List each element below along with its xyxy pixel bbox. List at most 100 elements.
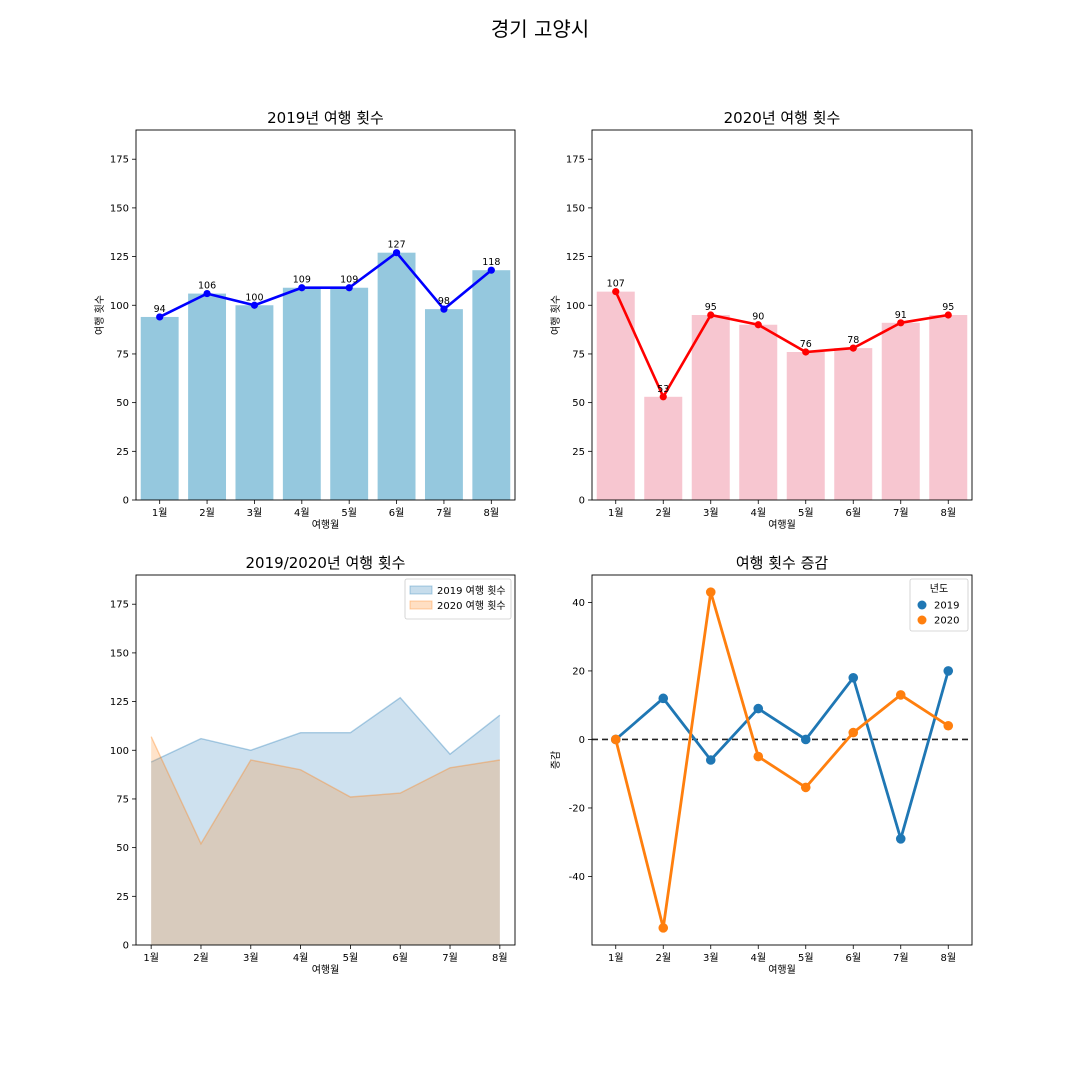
bar-7월 <box>424 309 463 500</box>
x-tick-label: 6월 <box>392 952 408 964</box>
x-axis-label: 여행월 <box>768 964 796 976</box>
x-tick-label: 6월 <box>389 507 405 519</box>
x-tick-label: 5월 <box>343 952 359 964</box>
panel-title-3: 2019/2020년 여행 횟수 <box>246 554 406 572</box>
bar-4월 <box>282 287 321 500</box>
series-point-2020-8월 <box>943 720 954 731</box>
x-tick-label: 3월 <box>703 507 719 519</box>
y-tick-label: 175 <box>110 155 129 166</box>
y-axis-label: 증감 <box>550 751 562 769</box>
series-point-2020-5월 <box>800 782 811 793</box>
legend-title: 년도 <box>930 583 948 595</box>
y-tick-label: 25 <box>116 892 129 903</box>
x-tick-label: 3월 <box>247 507 263 519</box>
y-tick-label: 175 <box>110 600 129 611</box>
x-axis-label: 여행월 <box>312 964 340 976</box>
y-tick-label: -40 <box>569 872 585 883</box>
x-axis-label: 여행월 <box>768 519 796 531</box>
x-tick-label: 7월 <box>436 507 452 519</box>
trend-point-3월 <box>250 301 259 309</box>
trend-point-7월 <box>440 305 448 313</box>
x-tick-label: 6월 <box>845 952 861 964</box>
trend-point-8월 <box>944 311 952 319</box>
trend-point-6월 <box>849 344 857 352</box>
y-tick-label: 100 <box>110 746 129 757</box>
y-tick-label: -20 <box>569 803 585 814</box>
data-label-3월: 100 <box>245 292 263 303</box>
x-tick-label: 5월 <box>798 952 814 964</box>
data-label-4월: 90 <box>752 312 764 323</box>
area-line-1 <box>150 696 501 763</box>
bar-2월 <box>188 293 227 500</box>
x-tick-label: 3월 <box>703 952 719 964</box>
series-point-2020-2월 <box>658 923 669 933</box>
y-tick-label: 100 <box>110 301 129 312</box>
series-point-2020-6월 <box>848 727 859 738</box>
data-label-6월: 78 <box>847 335 859 346</box>
area-fill-2 <box>151 736 500 945</box>
legend-box <box>404 578 512 620</box>
legend-label-2019: 2019 <box>934 601 959 612</box>
y-tick-label: 125 <box>566 252 585 263</box>
legend-swatch-1 <box>409 585 433 595</box>
legend-label-2: 2020 여행 횟수 <box>437 600 506 612</box>
legend: 2019 여행 횟수 2020 여행 횟수 <box>404 578 512 620</box>
y-tick-label: 50 <box>116 843 129 854</box>
bar-1월 <box>596 291 635 500</box>
y-tick-label: 150 <box>110 648 129 659</box>
bar-7월 <box>881 322 920 500</box>
data-label-1월: 107 <box>607 279 625 290</box>
y-tick-label: 0 <box>123 941 129 952</box>
y-tick-label: 0 <box>579 496 585 507</box>
x-tick-label: 5월 <box>798 507 814 519</box>
y-tick-label: 0 <box>579 735 585 746</box>
x-tick-label: 2월 <box>199 507 215 519</box>
legend-label-2020: 2020 <box>934 616 959 627</box>
x-tick-label: 1월 <box>143 952 159 964</box>
trend-point-5월 <box>345 284 353 292</box>
trend-point-2월 <box>659 393 667 401</box>
bar-5월 <box>330 287 369 500</box>
trend-point-5월 <box>802 348 810 356</box>
data-label-6월: 127 <box>387 240 405 251</box>
panel-title-2: 2020년 여행 횟수 <box>724 109 841 127</box>
bar-3월 <box>691 315 730 500</box>
x-axis-label: 여행월 <box>312 519 340 531</box>
y-tick-label: 75 <box>572 349 585 360</box>
series-point-2020-4월 <box>753 751 764 762</box>
bar-6월 <box>377 252 416 500</box>
bar-8월 <box>929 315 968 500</box>
y-tick-label: 175 <box>566 155 585 166</box>
figure-title: 경기 고양시 <box>491 17 589 41</box>
chart-panel-3: 2019/2020년 여행 횟수 0 25 50 75 100 125 150 175 1월 2월 3… <box>110 554 516 976</box>
axes-frame <box>591 129 973 501</box>
series-line-2020 <box>614 591 950 929</box>
bar-4월 <box>739 324 778 500</box>
x-tick-label: 3월 <box>243 952 259 964</box>
data-label-2월: 53 <box>657 384 669 395</box>
trend-point-2월 <box>203 289 211 298</box>
trend-point-1월 <box>156 313 164 321</box>
panel-title-1: 2019년 여행 횟수 <box>267 109 384 127</box>
x-tick-label: 8월 <box>940 507 956 519</box>
data-label-7월: 91 <box>895 310 907 321</box>
y-axis-label: 여행 횟수 <box>550 295 562 335</box>
x-tick-label: 1월 <box>608 507 624 519</box>
legend-label-1: 2019 여행 횟수 <box>437 585 506 597</box>
x-tick-label: 6월 <box>845 507 861 519</box>
y-tick-label: 20 <box>572 666 585 677</box>
x-tick-label: 5월 <box>341 507 357 519</box>
x-tick-label: 4월 <box>750 952 766 964</box>
legend-marker-2020 <box>917 615 927 625</box>
y-tick-label: 25 <box>116 447 129 458</box>
trend-point-7월 <box>897 319 905 327</box>
x-tick-label: 1월 <box>608 952 624 964</box>
y-tick-label: 150 <box>566 203 585 214</box>
x-tick-label: 8월 <box>492 952 508 964</box>
y-tick-label: 25 <box>572 447 585 458</box>
y-tick-label: 0 <box>123 496 129 507</box>
series-point-2020-3월 <box>705 587 716 597</box>
data-label-4월: 109 <box>293 275 311 286</box>
